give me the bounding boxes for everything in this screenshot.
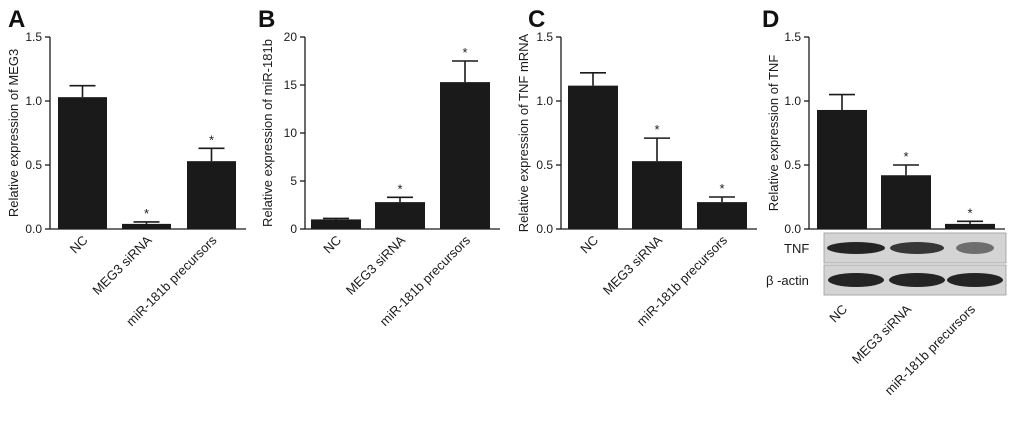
panel-letter: D (762, 6, 779, 33)
panel-letter: C (528, 6, 545, 33)
blot-label: TNF (784, 241, 809, 256)
blot-label: β -actin (766, 273, 809, 288)
bar (187, 161, 236, 229)
bar (817, 109, 867, 229)
x-tick-label: NC (826, 302, 850, 326)
significance-star: * (967, 205, 972, 220)
panel-letter: B (258, 6, 275, 33)
y-axis-label: Relative expression of TNF (766, 55, 781, 212)
y-tick-label: 0.0 (536, 222, 553, 236)
y-tick-label: 0.0 (784, 222, 801, 236)
blot-band (890, 242, 944, 254)
bar (945, 223, 995, 229)
panel-b: B Relative expression of miR-181b 0 5 10 15 20… (258, 6, 500, 329)
y-tick-label: 1.5 (25, 30, 42, 44)
bar (58, 97, 107, 229)
y-tick-label: 0.5 (784, 158, 801, 172)
bar (122, 223, 171, 229)
y-tick-label: 20 (284, 30, 298, 44)
bar (568, 85, 618, 229)
y-tick-label: 1.5 (784, 30, 801, 44)
y-axis-label: Relative expression of MEG3 (6, 49, 21, 217)
y-tick-label: 0 (290, 222, 297, 236)
x-tick-label: MEG3 siRNA (89, 232, 154, 297)
x-tick-label: NC (320, 233, 344, 257)
panel-letter: A (8, 6, 25, 33)
y-tick-label: 10 (284, 126, 298, 140)
bar (375, 202, 425, 229)
x-tick-label: MEG3 siRNA (343, 232, 408, 297)
bar (881, 175, 931, 229)
panel-a: A Relative expression of MEG3 0.0 0.5 1.0 1.5… (6, 6, 246, 329)
bar (697, 202, 747, 229)
y-tick-label: 15 (284, 78, 298, 92)
significance-star: * (719, 181, 724, 196)
x-tick-label: MEG3 siRNA (849, 301, 914, 366)
significance-star: * (654, 122, 659, 137)
y-tick-label: 5 (290, 174, 297, 188)
significance-star: * (462, 45, 467, 60)
x-tick-label: NC (577, 233, 601, 257)
blot-band (889, 273, 945, 287)
significance-star: * (209, 132, 214, 147)
bar (440, 82, 490, 230)
significance-star: * (903, 149, 908, 164)
bar (311, 219, 361, 229)
y-tick-label: 1.5 (536, 30, 553, 44)
y-tick-label: 0.0 (25, 222, 42, 236)
significance-star: * (397, 181, 402, 196)
y-tick-label: 0.5 (536, 158, 553, 172)
x-tick-label: MEG3 siRNA (600, 232, 665, 297)
blot-band (827, 242, 885, 254)
y-tick-label: 0.5 (25, 158, 42, 172)
y-tick-label: 1.0 (784, 94, 801, 108)
y-axis-label: Relative expression of TNF mRNA (516, 33, 531, 232)
blot-band (828, 273, 884, 287)
y-tick-label: 1.0 (536, 94, 553, 108)
blot-band (956, 242, 994, 254)
blot-band (947, 273, 1003, 287)
y-axis-label: Relative expression of miR-181b (260, 39, 275, 227)
significance-star: * (144, 206, 149, 221)
y-tick-label: 1.0 (25, 94, 42, 108)
x-tick-label: NC (67, 233, 91, 257)
bar (632, 161, 682, 229)
